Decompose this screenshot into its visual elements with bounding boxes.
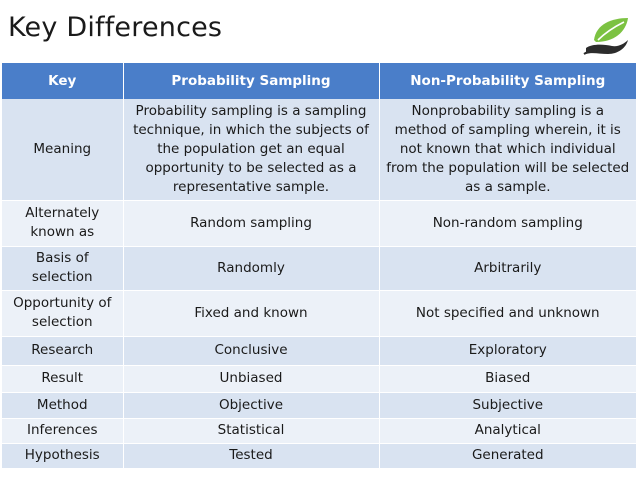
- page-title: Key Differences: [8, 12, 223, 43]
- table-row: Hypothesis Tested Generated: [2, 443, 636, 469]
- row-key: Research: [2, 336, 124, 366]
- row-probability: Tested: [123, 443, 380, 469]
- row-probability: Random sampling: [123, 200, 380, 247]
- table-row: Basis of selection Randomly Arbitrarily: [2, 246, 636, 291]
- row-non-probability: Analytical: [379, 418, 636, 444]
- row-non-probability: Generated: [379, 443, 636, 469]
- row-probability: Objective: [123, 392, 380, 419]
- row-non-probability: Nonprobability sampling is a method of s…: [379, 99, 636, 201]
- comparison-table: Key Probability Sampling Non-Probability…: [2, 63, 636, 469]
- row-probability: Unbiased: [123, 365, 380, 393]
- row-probability: Fixed and known: [123, 290, 380, 337]
- table-row: Meaning Probability sampling is a sampli…: [2, 99, 636, 201]
- header-key: Key: [2, 63, 124, 99]
- header-non-probability-sampling: Non-Probability Sampling: [379, 63, 636, 99]
- row-key: Opportunity of selection: [2, 290, 124, 337]
- row-non-probability: Subjective: [379, 392, 636, 419]
- row-non-probability: Exploratory: [379, 336, 636, 366]
- row-key: Basis of selection: [2, 246, 124, 291]
- header-probability-sampling: Probability Sampling: [123, 63, 380, 99]
- row-non-probability: Biased: [379, 365, 636, 393]
- row-non-probability: Non-random sampling: [379, 200, 636, 247]
- table-row: Opportunity of selection Fixed and known…: [2, 290, 636, 337]
- row-probability: Randomly: [123, 246, 380, 291]
- row-key: Result: [2, 365, 124, 393]
- row-key: Alternately known as: [2, 200, 124, 247]
- table-row: Inferences Statistical Analytical: [2, 418, 636, 444]
- table-header-row: Key Probability Sampling Non-Probability…: [2, 63, 636, 99]
- row-probability: Conclusive: [123, 336, 380, 366]
- row-probability: Statistical: [123, 418, 380, 444]
- table-row: Alternately known as Random sampling Non…: [2, 200, 636, 247]
- table-row: Research Conclusive Exploratory: [2, 336, 636, 366]
- row-non-probability: Arbitrarily: [379, 246, 636, 291]
- row-key: Method: [2, 392, 124, 419]
- row-key: Meaning: [2, 99, 124, 201]
- row-key: Hypothesis: [2, 443, 124, 469]
- row-probability: Probability sampling is a sampling techn…: [123, 99, 380, 201]
- row-key: Inferences: [2, 418, 124, 444]
- table-row: Method Objective Subjective: [2, 392, 636, 419]
- table-row: Result Unbiased Biased: [2, 365, 636, 393]
- leaf-hand-logo-icon: [583, 18, 628, 55]
- row-non-probability: Not specified and unknown: [379, 290, 636, 337]
